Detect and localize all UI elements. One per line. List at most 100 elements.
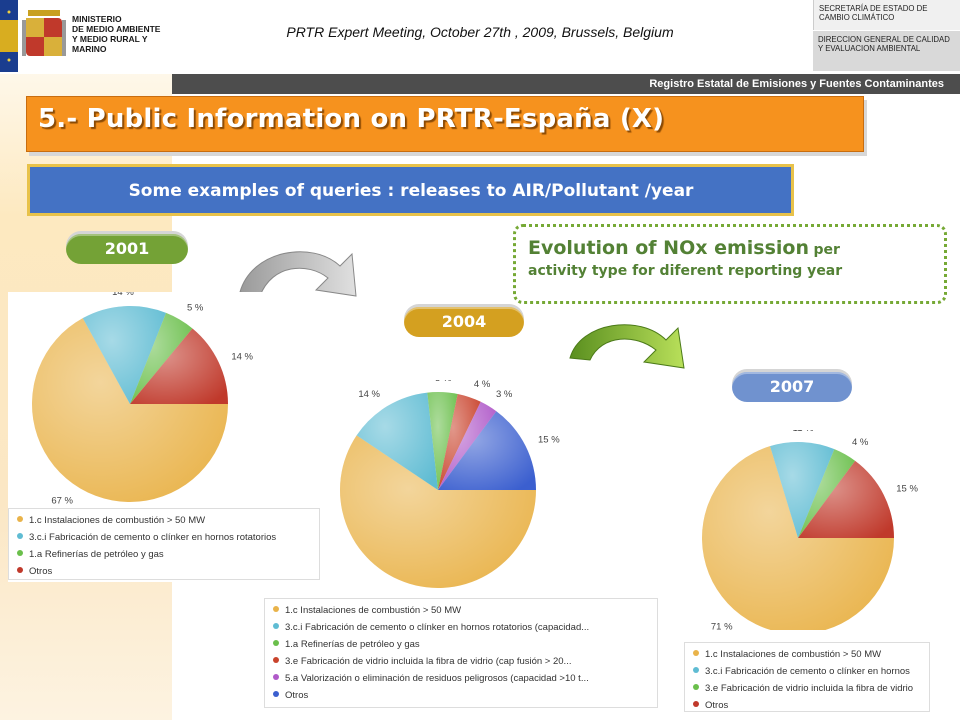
note-box: Evolution of NOx emission per activity t… (513, 224, 947, 304)
note-inline-text: per (813, 242, 840, 258)
pie-slice-highlight (798, 449, 856, 538)
legend-label: 3.e Fabricación de vidrio incluida la fi… (285, 656, 572, 667)
legend-item: 1.c Instalaciones de combustión > 50 MW (273, 605, 461, 617)
secretaria-box: SECRETARÍA DE ESTADO DE CAMBIO CLIMÁTICO (813, 0, 960, 30)
legend-swatch (17, 550, 23, 556)
title-banner (26, 96, 864, 152)
legend-swatch (273, 606, 279, 612)
pie-slice-label: 11 % (793, 430, 815, 434)
legend-item: 3.e Fabricación de vidrio incluida la fi… (273, 656, 571, 668)
legend-swatch (693, 701, 699, 707)
legend-2001: 1.c Instalaciones de combustión > 50 MW 3… (8, 508, 320, 580)
note-second-line: activity type for diferent reporting yea… (528, 263, 843, 279)
legend-label: 1.a Refinerías de petróleo y gas (29, 549, 164, 560)
legend-swatch (693, 650, 699, 656)
legend-item: 5.a Valorización o eliminación de residu… (273, 673, 589, 685)
legend-label: 1.c Instalaciones de combustión > 50 MW (705, 649, 882, 660)
pie-slice-label: 14 % (358, 389, 380, 400)
pie-slice-label: 71 % (711, 621, 733, 630)
legend-item: Otros (693, 700, 728, 712)
ministry-line: DE MEDIO AMBIENTE (72, 24, 161, 34)
legend-2007: 1.c Instalaciones de combustión > 50 MW 3… (684, 642, 930, 712)
legend-item: 3.c.i Fabricación de cemento o clínker e… (273, 622, 589, 634)
legend-item: Otros (273, 690, 308, 702)
legend-swatch (17, 567, 23, 573)
subtitle-banner (27, 164, 794, 216)
slide-title: 5.- Public Information on PRTR-España (X… (38, 104, 665, 134)
legend-swatch (273, 674, 279, 680)
legend-2004: 1.c Instalaciones de combustión > 50 MW 3… (264, 598, 658, 708)
pie-slice-highlight (438, 411, 536, 490)
legend-item: 1.c Instalaciones de combustión > 50 MW (17, 515, 205, 527)
legend-label: 3.c.i Fabricación de cemento o clínker e… (285, 622, 590, 633)
spain-flag-stripe (0, 0, 18, 72)
registro-label: Registro Estatal de Emisiones y Fuentes … (649, 78, 944, 90)
pie-slice-label: 67 % (51, 495, 73, 506)
legend-swatch (273, 657, 279, 663)
pie-chart-2001: 67 % 14 % 5 % 14 % (31, 292, 254, 506)
legend-label: 5.a Valorización o eliminación de residu… (285, 673, 589, 684)
legend-item: 1.a Refinerías de petróleo y gas (273, 639, 420, 651)
pie-slice-label: 5 % (187, 303, 204, 314)
pie-chart-2004: 60 %14 %5 %4 %3 %15 % (340, 380, 560, 588)
legend-swatch (693, 667, 699, 673)
legend-label: 3.c.i Fabricación de cemento o clínker e… (29, 532, 277, 543)
legend-item: 3.e Fabricación de vidrio incluida la fi… (693, 683, 913, 695)
direccion-box: DIRECCION GENERAL DE CALIDAD Y EVALUACIO… (813, 31, 960, 71)
pie-slice-highlight (31, 318, 229, 502)
legend-label: Otros (285, 690, 309, 701)
legend-swatch (273, 623, 279, 629)
legend-label: Otros (705, 700, 729, 711)
legend-swatch (273, 691, 279, 697)
pie-chart-2007: 71 % 11 % 4 % 15 % (702, 430, 918, 630)
legend-label: 1.c Instalaciones de combustión > 50 MW (29, 515, 206, 526)
pie-slice-highlight (798, 460, 894, 538)
pie-slice-label: 14 % (112, 292, 134, 298)
ministry-line: Y MEDIO RURAL Y MARINO (72, 34, 148, 54)
header (0, 0, 960, 74)
legend-item: 3.c.i Fabricación de cemento o clínker e… (17, 532, 276, 544)
slide-subtitle: Some examples of queries : releases to A… (128, 181, 694, 201)
pie-slice-highlight (702, 446, 894, 630)
pie-slice-label: 15 % (896, 484, 918, 495)
pie-slice-highlight (770, 442, 835, 538)
year-pill-2007: 2007 (732, 372, 852, 402)
legend-swatch (273, 640, 279, 646)
legend-label: Otros (29, 566, 53, 577)
legend-swatch (17, 533, 23, 539)
legend-item: 3.c.i Fabricación de cemento o clínker e… (693, 666, 910, 678)
pie-slice-label: 4 % (474, 380, 491, 390)
pie-slice-highlight (130, 328, 228, 404)
ministry-name: MINISTERIO DE MEDIO AMBIENTE Y MEDIO RUR… (72, 14, 182, 54)
pie-slice-label: 15 % (538, 435, 560, 446)
ministry-line: MINISTERIO (72, 14, 122, 24)
pie-slice-label: 14 % (231, 351, 253, 362)
pie-slice-label: 4 % (852, 437, 869, 448)
grey-curved-arrow (239, 251, 357, 297)
legend-label: 1.c Instalaciones de combustión > 50 MW (285, 605, 462, 616)
registro-bar (172, 74, 960, 94)
pie-slice-label: 3 % (496, 389, 513, 400)
legend-item: Otros (17, 566, 52, 578)
pie-slice-highlight (427, 392, 458, 490)
coat-of-arms-logo (22, 10, 66, 56)
note-main-text: Evolution of NOx emission (528, 237, 810, 259)
pie-slice-highlight (438, 393, 481, 490)
legend-swatch (17, 516, 23, 522)
legend-label: 3.c.i Fabricación de cemento o clínker e… (705, 666, 910, 677)
year-pill-2004: 2004 (404, 307, 524, 337)
legend-item: 1.c Instalaciones de combustión > 50 MW (693, 649, 881, 661)
pie-slice-highlight (340, 435, 536, 588)
meeting-caption: PRTR Expert Meeting, October 27th , 2009… (286, 24, 674, 40)
pie-slice-highlight (356, 392, 438, 490)
pie-slice-highlight (82, 306, 167, 404)
pie-slice-highlight (130, 312, 193, 404)
legend-label: 1.a Refinerías de petróleo y gas (285, 639, 420, 650)
legend-label: 3.e Fabricación de vidrio incluida la fi… (705, 683, 914, 694)
pie-slice-label: 5 % (435, 380, 452, 384)
year-pill-2001: 2001 (66, 234, 188, 264)
green-curved-arrow (569, 324, 685, 369)
pie-slice-highlight (438, 401, 497, 490)
legend-item: 1.a Refinerías de petróleo y gas (17, 549, 164, 561)
legend-swatch (693, 684, 699, 690)
